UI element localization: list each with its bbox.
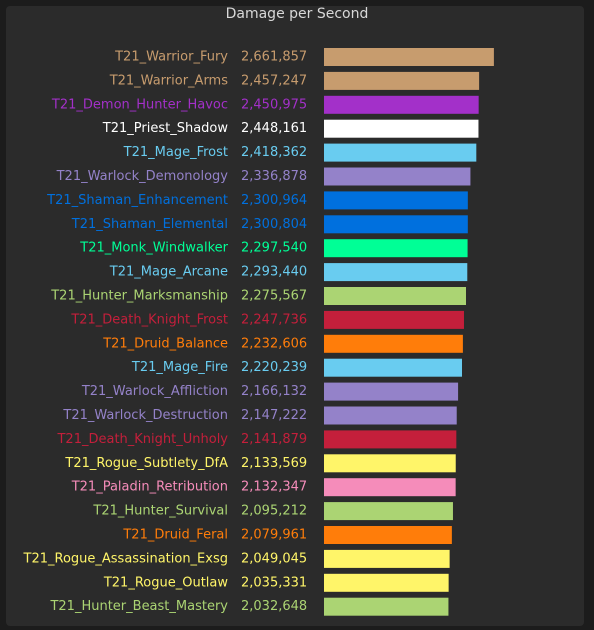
bar [324,549,450,568]
bar [324,454,456,473]
bar [324,382,459,401]
value-label: 2,095,212 [241,504,307,519]
bar [324,71,480,90]
value-label: 2,300,804 [241,217,307,232]
bar [324,430,457,449]
value-label: 2,049,045 [241,551,307,566]
category-label: T21_Warrior_Arms [109,73,229,88]
bar [324,95,479,114]
value-label: 2,448,161 [241,121,307,136]
bar [324,573,449,592]
category-label: T21_Rogue_Subtlety_DfA [64,456,228,471]
value-label: 2,418,362 [241,145,307,160]
category-label: T21_Death_Knight_Frost [70,312,228,327]
category-label: T21_Hunter_Beast_Mastery [49,599,228,614]
value-label: 2,336,878 [241,169,307,184]
bar [324,526,452,544]
category-label: T21_Rogue_Assassination_Exsg [23,551,228,566]
bar [324,215,468,234]
category-label: T21_Mage_Arcane [109,265,228,280]
category-label: T21_Paladin_Retribution [71,480,228,495]
category-label: T21_Mage_Frost [123,145,228,160]
value-label: 2,297,540 [241,241,307,256]
value-label: 2,232,606 [241,336,307,351]
value-label: 2,147,222 [241,408,307,423]
value-label: 2,293,440 [241,265,307,280]
value-label: 2,032,648 [241,599,307,614]
category-label: T21_Rogue_Outlaw [103,575,229,590]
category-label: T21_Warlock_Affliction [81,384,228,399]
bar [324,119,479,138]
category-label: T21_Monk_Windwalker [79,241,228,256]
value-label: 2,457,247 [241,73,307,88]
category-label: T21_Warlock_Destruction [62,408,228,423]
category-label: T21_Demon_Hunter_Havoc [51,97,228,112]
category-label: T21_Warrior_Fury [114,50,228,65]
value-label: 2,220,239 [241,360,307,375]
value-label: 2,661,857 [241,50,307,65]
bar [324,239,468,258]
bar [324,263,468,282]
bar [324,406,457,425]
bar [324,167,471,186]
category-label: T21_Death_Knight_Unholy [56,432,228,447]
value-label: 2,133,569 [241,456,307,471]
value-label: 2,035,331 [241,575,307,590]
chart-title: Damage per Second [226,6,369,22]
bar [324,287,466,305]
value-label: 2,450,975 [241,97,307,112]
category-label: T21_Mage_Fire [131,360,228,375]
value-label: 2,132,347 [241,480,307,495]
bar [324,478,456,497]
category-label: T21_Druid_Balance [102,336,228,351]
bar [324,191,468,210]
value-label: 2,247,736 [241,312,307,327]
bar [324,143,477,162]
bar [324,334,463,353]
bar [324,358,462,377]
category-label: T21_Druid_Feral [122,528,228,543]
bar [324,310,464,329]
value-label: 2,079,961 [241,528,307,543]
category-label: T21_Hunter_Marksmanship [50,289,228,304]
category-label: T21_Shaman_Enhancement [46,193,228,208]
value-label: 2,275,567 [241,289,307,304]
bar [324,502,453,521]
category-label: T21_Warlock_Demonology [56,169,229,184]
value-label: 2,141,879 [241,432,307,447]
category-label: T21_Priest_Shadow [102,121,229,136]
category-label: T21_Hunter_Survival [92,504,228,519]
bar [324,597,449,616]
value-label: 2,300,964 [241,193,307,208]
category-label: T21_Shaman_Elemental [71,217,228,232]
value-label: 2,166,132 [241,384,307,399]
bar [324,48,494,66]
